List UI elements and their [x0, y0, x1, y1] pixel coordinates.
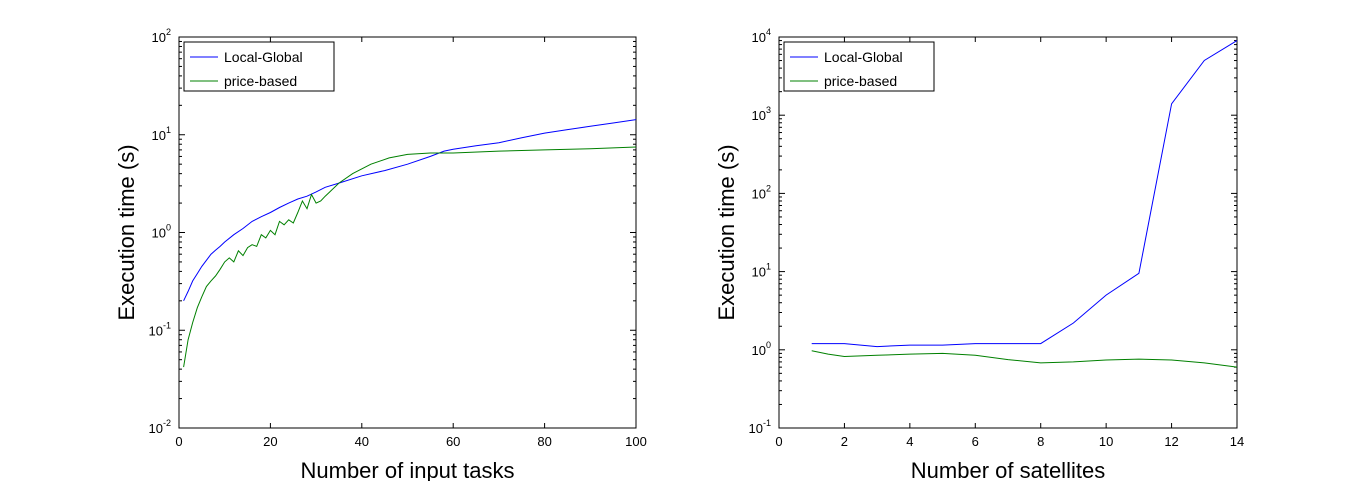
x-tick-label: 40	[355, 434, 369, 449]
y-tick-base: 10	[149, 421, 163, 436]
plot-area	[178, 36, 637, 429]
y-tick-exponent: -2	[163, 418, 171, 428]
legend-label: Local-Global	[224, 49, 303, 65]
y-tick-label: 10-1	[149, 320, 171, 338]
y-tick-exponent: 1	[766, 262, 771, 272]
x-tick-label: 0	[775, 434, 782, 449]
y-tick-label: 101	[752, 262, 771, 280]
y-tick-label: 100	[152, 223, 171, 241]
y-tick-label: 10-1	[749, 418, 771, 436]
x-tick-label: 10	[1099, 434, 1113, 449]
legend: Local-Global price-based	[783, 41, 935, 92]
legend-label: price-based	[224, 73, 297, 89]
x-axis-label: Number of satellites	[911, 458, 1105, 481]
series-line-local-global	[811, 40, 1238, 348]
legend-label: Local-Global	[824, 49, 903, 65]
y-tick-base: 10	[149, 323, 163, 338]
x-tick-label: 0	[175, 434, 182, 449]
y-tick-label: 10-2	[149, 418, 171, 436]
legend-box	[783, 41, 935, 92]
plot-area	[778, 36, 1238, 429]
series-line-price-based	[811, 350, 1238, 368]
y-tick-base: 10	[752, 108, 766, 123]
series-line-price-based	[183, 146, 637, 368]
y-tick-exponent: 0	[166, 223, 171, 233]
y-tick-label: 101	[152, 125, 171, 143]
y-tick-exponent: 2	[166, 27, 171, 37]
y-tick-exponent: 0	[766, 340, 771, 350]
y-tick-label: 100	[752, 340, 771, 358]
y-tick-base: 10	[752, 30, 766, 45]
y-tick-base: 10	[152, 226, 166, 241]
x-tick-label: 2	[841, 434, 848, 449]
x-axis-label: Number of input tasks	[301, 458, 515, 481]
x-tick-label: 12	[1164, 434, 1178, 449]
x-tick-label: 6	[972, 434, 979, 449]
y-tick-label: 103	[752, 105, 771, 123]
y-tick-base: 10	[752, 343, 766, 358]
x-tick-label: 100	[625, 434, 647, 449]
y-tick-base: 10	[752, 265, 766, 280]
y-tick-exponent: 1	[166, 125, 171, 135]
y-tick-exponent: 2	[766, 183, 771, 193]
y-axis-label: Execution time (s)	[114, 144, 139, 320]
x-tick-label: 14	[1230, 434, 1244, 449]
y-tick-base: 10	[752, 186, 766, 201]
y-tick-exponent: -1	[163, 320, 171, 330]
x-tick-label: 4	[906, 434, 913, 449]
y-tick-label: 104	[752, 27, 771, 45]
y-tick-base: 10	[749, 421, 763, 436]
x-tick-label: 60	[446, 434, 460, 449]
x-tick-label: 8	[1037, 434, 1044, 449]
x-tick-label: 20	[263, 434, 277, 449]
x-tick-label: 80	[537, 434, 551, 449]
y-tick-exponent: -1	[763, 418, 771, 428]
y-axis-label: Execution time (s)	[714, 144, 739, 320]
y-tick-base: 10	[152, 30, 166, 45]
legend-label: price-based	[824, 73, 897, 89]
y-tick-label: 102	[752, 183, 771, 201]
series-line-local-global	[183, 119, 637, 302]
legend: Local-Global price-based	[183, 41, 335, 92]
y-tick-exponent: 4	[766, 27, 771, 37]
y-tick-exponent: 3	[766, 105, 771, 115]
y-tick-label: 102	[152, 27, 171, 45]
y-tick-base: 10	[152, 128, 166, 143]
legend-box	[183, 41, 335, 92]
